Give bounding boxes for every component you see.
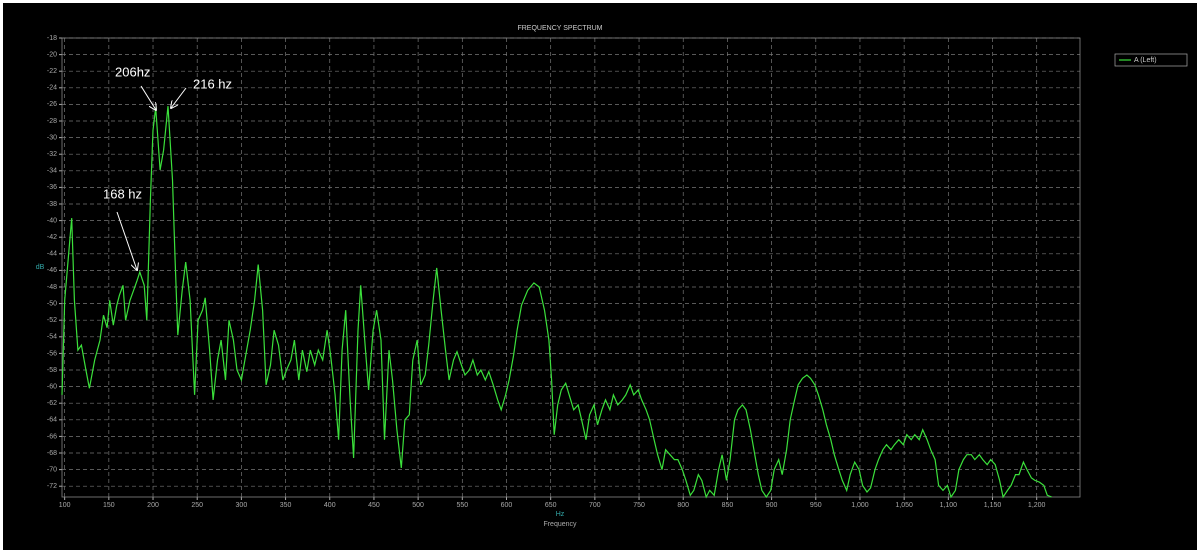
y-tick-label: -28 [47, 118, 57, 125]
y-tick-label: -66 [47, 433, 57, 440]
x-tick-label: 1,000 [851, 502, 869, 509]
y-tick-label: -46 [47, 267, 57, 274]
y-tick-label: -64 [47, 417, 57, 424]
x-axis-label: Frequency [543, 521, 577, 528]
legend-label: A (Left) [1134, 57, 1157, 64]
x-tick-label: 1,200 [1028, 502, 1046, 509]
x-tick-label: 200 [147, 502, 159, 509]
x-tick-label: 150 [103, 502, 115, 509]
y-tick-label: -36 [47, 184, 57, 191]
y-tick-label: -20 [47, 51, 57, 58]
x-tick-label: 550 [456, 502, 468, 509]
x-tick-label: 700 [589, 502, 601, 509]
x-tick-label: 750 [633, 502, 645, 509]
x-tick-label: 450 [368, 502, 380, 509]
y-tick-label: -62 [47, 400, 57, 407]
plot-frame [61, 37, 1081, 498]
y-tick-label: -34 [47, 168, 57, 175]
x-tick-label: 1,050 [895, 502, 913, 509]
x-tick-label: 800 [677, 502, 689, 509]
annotation: 206hz [115, 64, 150, 79]
annotation: 216 hz [193, 76, 232, 91]
x-tick-label: 1,150 [984, 502, 1002, 509]
y-tick-label: -52 [47, 317, 57, 324]
y-tick-label: -72 [47, 483, 57, 490]
y-tick-label: -22 [47, 68, 57, 75]
y-tick-label: -58 [47, 367, 57, 374]
y-tick-label: -50 [47, 300, 57, 307]
chart-title: FREQUENCY SPECTRUM [517, 25, 602, 32]
y-tick-label: -40 [47, 217, 57, 224]
y-tick-label: -30 [47, 134, 57, 141]
x-axis-unit: Hz [556, 511, 565, 518]
y-tick-label: -24 [47, 85, 57, 92]
x-tick-label: 500 [412, 502, 424, 509]
y-tick-label: -38 [47, 201, 57, 208]
y-tick-label: -60 [47, 383, 57, 390]
annotation: 168 hz [103, 186, 142, 201]
y-tick-label: -18 [47, 35, 57, 42]
annotation-arrow [140, 85, 156, 110]
y-tick-label: -48 [47, 284, 57, 291]
annotation-arrow [171, 87, 187, 108]
y-tick-label: -70 [47, 466, 57, 473]
x-tick-label: 250 [191, 502, 203, 509]
annotation-arrow [116, 211, 137, 270]
legend-box [1114, 53, 1188, 67]
x-tick-label: 100 [59, 502, 71, 509]
background [3, 3, 1197, 550]
spectrum-line [61, 106, 1052, 499]
x-tick-label: 650 [545, 502, 557, 509]
y-tick-label: -68 [47, 450, 57, 457]
y-tick-label: -32 [47, 151, 57, 158]
x-tick-label: 400 [324, 502, 336, 509]
y-tick-label: -42 [47, 234, 57, 241]
x-tick-label: 900 [766, 502, 778, 509]
y-tick-label: -26 [47, 101, 57, 108]
x-tick-label: 850 [722, 502, 734, 509]
x-tick-label: 350 [280, 502, 292, 509]
x-tick-label: 300 [236, 502, 248, 509]
y-tick-label: -54 [47, 334, 57, 341]
y-tick-label: -44 [47, 251, 57, 258]
y-axis-label: dB [36, 264, 45, 271]
x-tick-label: 950 [810, 502, 822, 509]
y-tick-label: -56 [47, 350, 57, 357]
x-tick-label: 600 [501, 502, 513, 509]
x-tick-label: 1,100 [940, 502, 958, 509]
